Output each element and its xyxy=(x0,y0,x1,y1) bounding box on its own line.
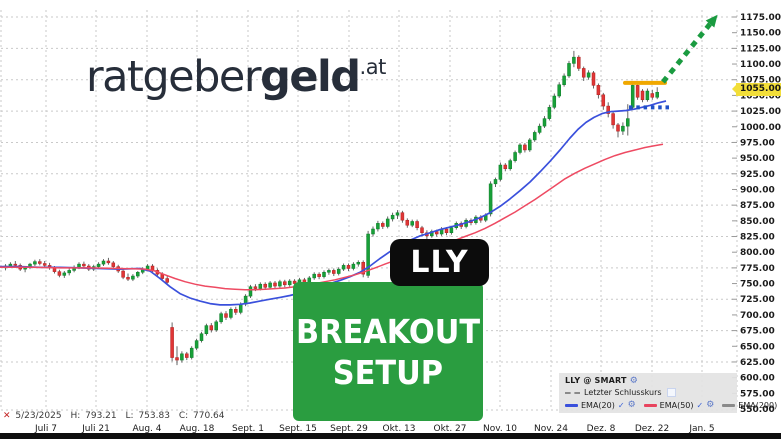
svg-text:1000.00: 1000.00 xyxy=(740,123,781,133)
svg-text:Okt. 27: Okt. 27 xyxy=(434,424,467,434)
svg-text:Nov. 24: Nov. 24 xyxy=(534,424,568,434)
ohlc-info: ✕ 5/23/2025 H: 793.21 L: 753.83 C: 770.6… xyxy=(3,411,225,421)
ema20-line xyxy=(0,100,667,306)
ema200-label: EMA(200) xyxy=(738,400,778,410)
ema50-checkbox[interactable]: ✓ xyxy=(696,400,704,410)
svg-text:650.00: 650.00 xyxy=(740,342,775,352)
dashed-line-sample xyxy=(565,391,580,394)
svg-text:725.00: 725.00 xyxy=(740,295,775,305)
last-price-label: 1055.00 xyxy=(732,83,781,96)
svg-text:925.00: 925.00 xyxy=(740,170,775,180)
svg-text:Sept. 15: Sept. 15 xyxy=(279,424,317,434)
svg-text:Nov. 10: Nov. 10 xyxy=(483,424,517,434)
date-axis: Juli 7 Juli 21 Aug. 4 Aug. 18 Sept. 1 Sept. 1… xyxy=(34,424,715,434)
legend-ema-row: EMA(20) ✓ ⚙ EMA(50) ✓ ⚙ EMA(200) ⚙ xyxy=(565,400,781,410)
svg-text:575.00: 575.00 xyxy=(740,389,775,399)
close-icon[interactable]: ✕ xyxy=(3,411,11,421)
svg-text:Sept. 1: Sept. 1 xyxy=(232,424,264,434)
legend-title: LLY @ SMART xyxy=(565,376,627,385)
svg-text:1125.00: 1125.00 xyxy=(740,44,781,54)
brand-watermark: ratgebergeld.at xyxy=(86,52,386,102)
brand-text-regular: ratgeber xyxy=(86,52,262,102)
svg-text:1175.00: 1175.00 xyxy=(740,13,781,23)
svg-text:900.00: 900.00 xyxy=(740,185,775,195)
ema20-label: EMA(20) xyxy=(581,400,615,410)
high-value: 793.21 xyxy=(85,411,117,421)
svg-text:Okt. 13: Okt. 13 xyxy=(383,424,416,434)
svg-text:1100.00: 1100.00 xyxy=(740,60,781,70)
svg-text:1050.00: 1050.00 xyxy=(740,91,781,101)
high-label: H: xyxy=(70,411,81,421)
ohlc-date: 5/23/2025 xyxy=(15,411,62,421)
svg-text:625.00: 625.00 xyxy=(740,358,775,368)
gear-icon[interactable]: ⚙ xyxy=(629,376,638,386)
brand-text-bold: geld xyxy=(260,52,361,102)
svg-text:1025.00: 1025.00 xyxy=(740,107,781,117)
svg-text:Dez. 8: Dez. 8 xyxy=(587,424,616,434)
last-close-label: Letzter Schlusskurs xyxy=(584,388,662,397)
ema50-label: EMA(50) xyxy=(659,400,694,410)
svg-text:Aug. 18: Aug. 18 xyxy=(180,424,215,434)
ema50-sample xyxy=(643,403,657,407)
gear-icon[interactable]: ⚙ xyxy=(706,400,715,410)
breakout-setup-overlay: BREAKOUT SETUP xyxy=(293,282,483,421)
svg-text:850.00: 850.00 xyxy=(740,217,775,227)
last-close-checkbox[interactable] xyxy=(666,388,676,397)
ema200-sample xyxy=(722,403,736,407)
price-axis: 1175.00 1150.00 1125.00 1100.00 1075.00 1050.… xyxy=(732,13,781,415)
legend-last-close-row: Letzter Schlusskurs xyxy=(565,388,676,397)
svg-text:675.00: 675.00 xyxy=(740,327,775,337)
svg-text:975.00: 975.00 xyxy=(740,138,775,148)
bottom-bar xyxy=(0,433,781,439)
breakout-arrow[interactable] xyxy=(661,14,718,84)
gear-icon[interactable]: ⚙ xyxy=(627,400,636,410)
svg-text:1150.00: 1150.00 xyxy=(740,29,781,39)
ema20-sample xyxy=(565,403,578,407)
svg-text:550.00: 550.00 xyxy=(740,405,775,415)
svg-text:950.00: 950.00 xyxy=(740,154,775,164)
svg-text:Juli 21: Juli 21 xyxy=(81,424,110,434)
svg-text:750.00: 750.00 xyxy=(740,280,775,290)
low-value: 753.83 xyxy=(138,411,170,421)
ticker-badge: LLY xyxy=(390,239,489,286)
ema20-checkbox[interactable]: ✓ xyxy=(617,400,625,410)
svg-text:800.00: 800.00 xyxy=(740,248,775,258)
svg-text:700.00: 700.00 xyxy=(740,311,775,321)
low-label: L: xyxy=(125,411,134,421)
svg-text:Aug. 4: Aug. 4 xyxy=(132,424,161,434)
svg-text:600.00: 600.00 xyxy=(740,374,775,384)
close-value: 770.64 xyxy=(193,411,225,421)
svg-text:Jan. 5: Jan. 5 xyxy=(688,424,714,434)
svg-text:875.00: 875.00 xyxy=(740,201,775,211)
svg-text:1075.00: 1075.00 xyxy=(740,76,781,86)
close-label: C: xyxy=(178,411,189,421)
breakout-line1: BREAKOUT xyxy=(295,311,481,351)
ema50-line xyxy=(0,143,664,291)
svg-text:Juli 7: Juli 7 xyxy=(34,424,57,434)
chart-legend: LLY @ SMART ⚙ Letzter Schlusskurs EMA(20… xyxy=(559,373,777,413)
ticker-badge-label: LLY xyxy=(410,245,469,280)
svg-text:Sept. 29: Sept. 29 xyxy=(330,424,368,434)
svg-text:Dez. 22: Dez. 22 xyxy=(635,424,669,434)
breakout-line2: SETUP xyxy=(332,352,444,392)
grid xyxy=(0,10,738,411)
svg-text:825.00: 825.00 xyxy=(740,233,775,243)
svg-text:775.00: 775.00 xyxy=(740,264,775,274)
brand-tld: .at xyxy=(359,55,387,79)
legend-title-row: LLY @ SMART ⚙ xyxy=(565,376,638,386)
